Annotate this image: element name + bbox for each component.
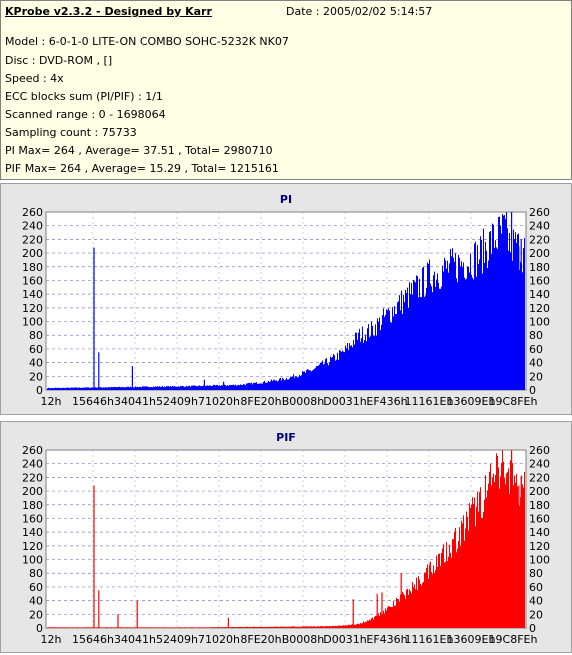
y-tick-label-right: 220: [529, 471, 550, 484]
y-tick-label-right: 20: [529, 608, 543, 621]
y-tick-label-left: 100: [22, 554, 43, 567]
y-tick-label-right: 260: [529, 444, 550, 457]
pif-bars: [47, 450, 525, 628]
y-tick-label-right: 20: [529, 370, 543, 383]
y-tick-label-left: 160: [22, 512, 43, 525]
y-tick-label-right: 160: [529, 274, 550, 287]
scan-date: Date : 2005/02/02 5:14:57: [286, 5, 433, 18]
x-tick-label: 15646h: [72, 633, 114, 646]
x-tick-label: 34041h: [114, 395, 156, 408]
y-tick-label-right: 140: [529, 526, 550, 539]
y-tick-label-left: 80: [29, 329, 43, 342]
model-line: Model : 6-0-1-0 LITE-ON COMBO SOHC-5232K…: [5, 35, 289, 48]
y-tick-label-left: 240: [22, 220, 43, 233]
y-tick-label-right: 40: [529, 357, 543, 370]
y-tick-label-left: 200: [22, 247, 43, 260]
y-tick-label-left: 260: [22, 444, 43, 457]
y-tick-label-right: 40: [529, 595, 543, 608]
y-tick-label-right: 60: [529, 581, 543, 594]
y-tick-label-right: 0: [529, 622, 536, 635]
y-tick-label-left: 40: [29, 357, 43, 370]
y-tick-label-right: 80: [529, 329, 543, 342]
x-tick-label: 12h: [41, 633, 62, 646]
app-title: KProbe v2.3.2 - Designed by Karr: [5, 5, 212, 18]
x-tick-label: D0031h: [323, 395, 366, 408]
y-tick-label-left: 260: [22, 206, 43, 219]
y-tick-label-right: 160: [529, 512, 550, 525]
pi-bars: [47, 212, 525, 390]
y-tick-label-left: 180: [22, 261, 43, 274]
pif-stats-line: PIF Max= 264 , Average= 15.29 , Total= 1…: [5, 162, 279, 175]
x-tick-label: 13609Eh: [447, 395, 496, 408]
x-tick-label: 71020h: [198, 395, 240, 408]
y-tick-label-left: 20: [29, 370, 43, 383]
y-tick-label-left: 180: [22, 499, 43, 512]
y-tick-label-left: 60: [29, 581, 43, 594]
info-panel: KProbe v2.3.2 - Designed by Karr Date : …: [0, 0, 572, 180]
chart-title: PIF: [276, 431, 296, 444]
y-tick-label-left: 200: [22, 485, 43, 498]
y-tick-label-right: 180: [529, 499, 550, 512]
y-tick-label-right: 0: [529, 384, 536, 397]
x-tick-label: 52409h: [156, 395, 198, 408]
y-tick-label-right: 240: [529, 220, 550, 233]
y-tick-label-left: 120: [22, 302, 43, 315]
x-tick-label: D0031h: [323, 633, 366, 646]
y-tick-label-right: 220: [529, 233, 550, 246]
y-tick-label-left: 140: [22, 526, 43, 539]
x-tick-label: 71020h: [198, 633, 240, 646]
pif-chart-panel: PIF 0 0 20 20 40 40 60 60 80 80 100 100 120 120 140 140 1…: [0, 421, 572, 653]
y-tick-label-right: 60: [529, 343, 543, 356]
y-tick-label-right: 140: [529, 288, 550, 301]
ecc-line: ECC blocks sum (PI/PIF) : 1/1: [5, 90, 163, 103]
y-tick-label-right: 100: [529, 316, 550, 329]
x-tick-label: 13609Eh: [447, 633, 496, 646]
x-tick-label: 52409h: [156, 633, 198, 646]
x-tick-label: EF436h: [366, 395, 407, 408]
y-tick-label-right: 80: [529, 567, 543, 580]
pi-chart-panel: PI 0 0 20 20 40 40 60 60 80 80 100 100 120 120 140 140 16…: [0, 183, 572, 415]
x-tick-label: 12h: [41, 395, 62, 408]
y-tick-label-left: 80: [29, 567, 43, 580]
y-tick-label-right: 200: [529, 485, 550, 498]
y-tick-label-right: 120: [529, 540, 550, 553]
y-tick-label-left: 100: [22, 316, 43, 329]
y-tick-label-left: 120: [22, 540, 43, 553]
y-tick-label-left: 240: [22, 458, 43, 471]
x-tick-label: 8FE20h: [240, 395, 281, 408]
x-tick-label: 15646h: [72, 395, 114, 408]
x-tick-label: EF436h: [366, 633, 407, 646]
x-tick-label: 11161Eh: [405, 395, 454, 408]
y-tick-label-right: 100: [529, 554, 550, 567]
x-tick-label: 11161Eh: [405, 633, 454, 646]
x-tick-label: 34041h: [114, 633, 156, 646]
y-tick-label-right: 120: [529, 302, 550, 315]
x-tick-label: 19C8FEh: [489, 395, 538, 408]
y-tick-label-right: 200: [529, 247, 550, 260]
speed-line: Speed : 4x: [5, 72, 64, 85]
y-tick-label-left: 140: [22, 288, 43, 301]
y-tick-label-left: 220: [22, 233, 43, 246]
chart-title: PI: [280, 193, 292, 206]
pi-stats-line: PI Max= 264 , Average= 37.51 , Total= 29…: [5, 144, 273, 157]
y-tick-label-left: 60: [29, 343, 43, 356]
x-tick-label: 19C8FEh: [489, 633, 538, 646]
y-tick-label-left: 20: [29, 608, 43, 621]
y-tick-label-left: 40: [29, 595, 43, 608]
disc-line: Disc : DVD-ROM , []: [5, 54, 113, 67]
x-tick-label: B0008h: [282, 633, 325, 646]
x-tick-label: 8FE20h: [240, 633, 281, 646]
y-tick-label-left: 0: [36, 384, 43, 397]
y-tick-label-left: 220: [22, 471, 43, 484]
y-tick-label-left: 160: [22, 274, 43, 287]
y-tick-label-right: 240: [529, 458, 550, 471]
x-tick-label: B0008h: [282, 395, 325, 408]
y-tick-label-left: 0: [36, 622, 43, 635]
y-tick-label-right: 180: [529, 261, 550, 274]
range-line: Scanned range : 0 - 1698064: [5, 108, 166, 121]
y-tick-label-right: 260: [529, 206, 550, 219]
sampling-line: Sampling count : 75733: [5, 126, 137, 139]
